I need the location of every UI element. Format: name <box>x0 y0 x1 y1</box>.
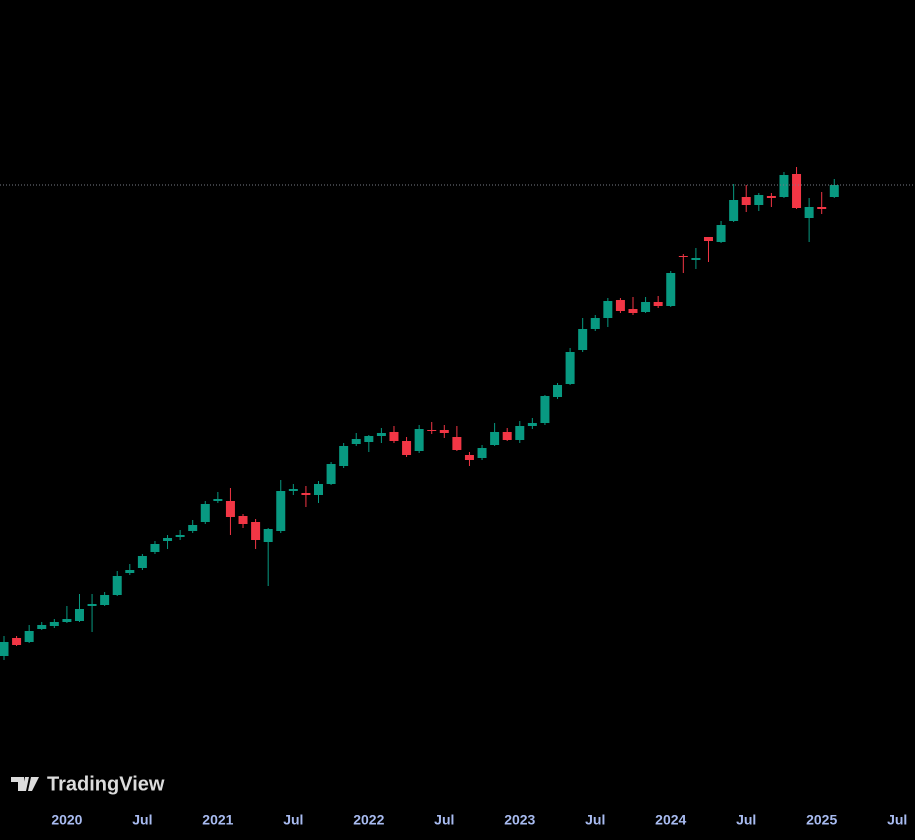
logo-icon <box>11 777 39 791</box>
candle-body <box>817 207 827 209</box>
candle-body <box>376 433 386 436</box>
candle-body <box>565 352 575 384</box>
candle-body <box>792 174 802 208</box>
candle-body <box>163 538 173 541</box>
candle-body <box>678 256 688 257</box>
candle-body <box>0 642 9 656</box>
candle-body <box>691 258 701 260</box>
candle-body <box>24 631 34 642</box>
x-tick-label: 2022 <box>353 812 384 828</box>
x-tick-label: 2021 <box>202 812 233 828</box>
x-tick-label: Jul <box>132 812 152 828</box>
x-tick-label: Jul <box>736 812 756 828</box>
candle-body <box>590 318 600 329</box>
x-tick-label: 2020 <box>51 812 82 828</box>
candle-body <box>754 195 764 205</box>
candle-body <box>389 432 399 441</box>
candle-body <box>427 430 437 431</box>
candle-body <box>364 436 374 442</box>
candle-body <box>515 426 525 440</box>
candle-body <box>615 300 625 311</box>
candle-body <box>150 544 160 552</box>
candle-body <box>477 448 487 458</box>
candle-body <box>527 423 537 426</box>
candle-body <box>87 604 97 606</box>
candle-body <box>351 439 361 444</box>
candle-body <box>540 396 550 423</box>
candle-body <box>251 522 261 540</box>
candle-body <box>37 625 47 629</box>
candle-body <box>314 484 323 495</box>
candle-body <box>49 622 59 626</box>
candle-body <box>100 595 110 605</box>
candle-body <box>175 535 185 537</box>
candle-body <box>641 302 651 312</box>
x-tick-label: 2024 <box>655 812 686 828</box>
logo: TradingView <box>11 773 165 795</box>
candle-body <box>804 207 814 218</box>
x-tick-label: Jul <box>283 812 303 828</box>
candle-body <box>766 196 776 198</box>
candle-body <box>74 609 84 621</box>
candle-body <box>188 525 198 531</box>
candle-body <box>628 309 638 313</box>
candle-body <box>213 499 223 501</box>
candle-body <box>452 437 462 450</box>
candle-body <box>666 273 676 306</box>
candle-body <box>112 576 122 595</box>
x-tick-label: Jul <box>585 812 605 828</box>
candle-body <box>741 197 751 205</box>
candle-body <box>301 493 311 495</box>
candle-body <box>276 491 286 531</box>
candle-body <box>263 529 273 542</box>
x-tick-label: 2023 <box>504 812 535 828</box>
candle-body <box>238 516 248 524</box>
candle-body <box>553 385 563 397</box>
candle-body <box>12 638 22 645</box>
candle-body <box>326 464 336 484</box>
candle-body <box>578 329 588 350</box>
x-tick-label: 2025 <box>806 812 837 828</box>
x-tick-label: Jul <box>434 812 454 828</box>
candle-body <box>716 225 726 242</box>
candle-body <box>703 237 713 241</box>
watermark: TradingView <box>47 773 165 795</box>
candle-body <box>125 570 135 573</box>
candle-body <box>490 432 500 445</box>
candle-body <box>603 301 613 318</box>
candle-body <box>62 619 72 622</box>
candle-body <box>502 432 512 440</box>
candle-body <box>402 441 412 455</box>
candle-body <box>439 430 449 433</box>
candle-body <box>200 504 210 522</box>
x-tick-label: Jul <box>887 812 907 828</box>
candle-body <box>829 185 839 197</box>
candle-body <box>653 302 663 306</box>
candle-body <box>729 200 739 221</box>
candle-body <box>137 556 147 568</box>
candle-body <box>414 429 424 451</box>
candle-body <box>779 175 789 197</box>
candle-body <box>464 455 474 460</box>
candle-body <box>288 489 298 491</box>
candle-body <box>225 501 235 517</box>
candle-body <box>339 446 349 466</box>
